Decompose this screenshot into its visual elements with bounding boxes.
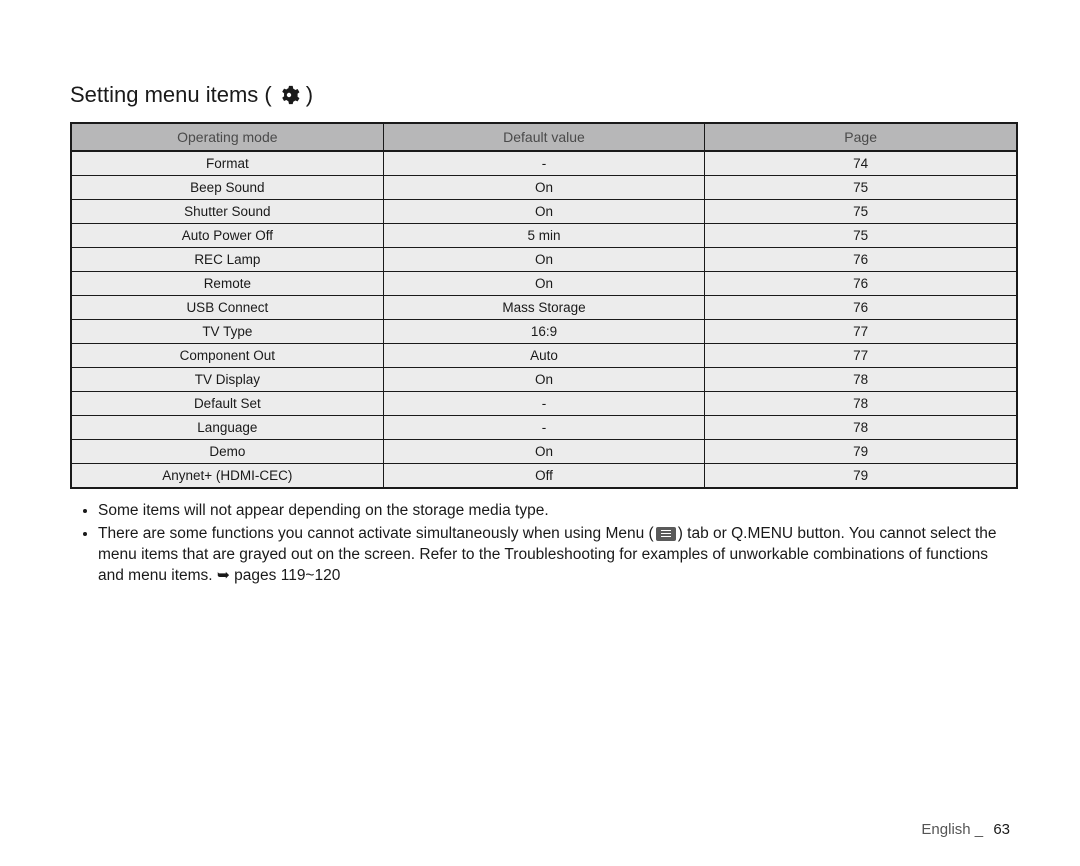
col-operating-mode: Operating mode xyxy=(71,123,383,151)
table-cell: 75 xyxy=(705,200,1017,224)
table-cell: REC Lamp xyxy=(71,248,383,272)
table-row: Anynet+ (HDMI-CEC)Off79 xyxy=(71,464,1017,489)
table-row: DemoOn79 xyxy=(71,440,1017,464)
table-row: RemoteOn76 xyxy=(71,272,1017,296)
col-default-value: Default value xyxy=(383,123,705,151)
table-cell: On xyxy=(383,368,705,392)
table-header-row: Operating mode Default value Page xyxy=(71,123,1017,151)
table-row: Auto Power Off5 min75 xyxy=(71,224,1017,248)
table-cell: - xyxy=(383,392,705,416)
table-row: TV Type16:977 xyxy=(71,320,1017,344)
table-cell: USB Connect xyxy=(71,296,383,320)
settings-table: Operating mode Default value Page Format… xyxy=(70,122,1018,489)
table-cell: Off xyxy=(383,464,705,489)
table-cell: On xyxy=(383,200,705,224)
table-cell: On xyxy=(383,248,705,272)
table-cell: 5 min xyxy=(383,224,705,248)
table-row: USB ConnectMass Storage76 xyxy=(71,296,1017,320)
table-row: Default Set-78 xyxy=(71,392,1017,416)
table-cell: - xyxy=(383,151,705,176)
table-row: REC LampOn76 xyxy=(71,248,1017,272)
table-row: TV DisplayOn78 xyxy=(71,368,1017,392)
table-cell: Auto Power Off xyxy=(71,224,383,248)
table-row: Language-78 xyxy=(71,416,1017,440)
table-cell: 74 xyxy=(705,151,1017,176)
table-cell: On xyxy=(383,272,705,296)
menu-tab-icon xyxy=(656,527,676,541)
table-cell: - xyxy=(383,416,705,440)
table-cell: Auto xyxy=(383,344,705,368)
footer-page-number: 63 xyxy=(993,821,1010,838)
table-cell: 75 xyxy=(705,176,1017,200)
table-cell: 16:9 xyxy=(383,320,705,344)
table-cell: On xyxy=(383,440,705,464)
title-text: Setting menu items ( xyxy=(70,82,272,108)
table-cell: Remote xyxy=(71,272,383,296)
table-cell: 79 xyxy=(705,440,1017,464)
table-cell: Mass Storage xyxy=(383,296,705,320)
footer-language: English _ xyxy=(921,821,983,838)
table-cell: Demo xyxy=(71,440,383,464)
gear-icon xyxy=(278,84,300,106)
page-title: Setting menu items ( ) xyxy=(70,82,1018,108)
table-cell: 78 xyxy=(705,392,1017,416)
table-cell: Component Out xyxy=(71,344,383,368)
table-cell: 77 xyxy=(705,344,1017,368)
note-item: Some items will not appear depending on … xyxy=(98,501,1018,522)
table-row: Beep SoundOn75 xyxy=(71,176,1017,200)
table-cell: 79 xyxy=(705,464,1017,489)
table-cell: 76 xyxy=(705,272,1017,296)
table-cell: 76 xyxy=(705,248,1017,272)
title-close: ) xyxy=(306,82,313,108)
table-cell: Beep Sound xyxy=(71,176,383,200)
table-cell: Default Set xyxy=(71,392,383,416)
table-cell: 78 xyxy=(705,368,1017,392)
note-item: There are some functions you cannot acti… xyxy=(98,524,1018,587)
table-cell: On xyxy=(383,176,705,200)
table-row: Component OutAuto77 xyxy=(71,344,1017,368)
col-page: Page xyxy=(705,123,1017,151)
page-footer: English _ 63 xyxy=(921,821,1010,838)
table-row: Format-74 xyxy=(71,151,1017,176)
table-cell: Language xyxy=(71,416,383,440)
table-cell: Format xyxy=(71,151,383,176)
notes-list: Some items will not appear depending on … xyxy=(70,501,1018,587)
table-cell: 78 xyxy=(705,416,1017,440)
table-row: Shutter SoundOn75 xyxy=(71,200,1017,224)
table-cell: TV Type xyxy=(71,320,383,344)
table-cell: Anynet+ (HDMI-CEC) xyxy=(71,464,383,489)
table-cell: Shutter Sound xyxy=(71,200,383,224)
table-cell: 76 xyxy=(705,296,1017,320)
table-cell: 77 xyxy=(705,320,1017,344)
table-cell: TV Display xyxy=(71,368,383,392)
table-cell: 75 xyxy=(705,224,1017,248)
